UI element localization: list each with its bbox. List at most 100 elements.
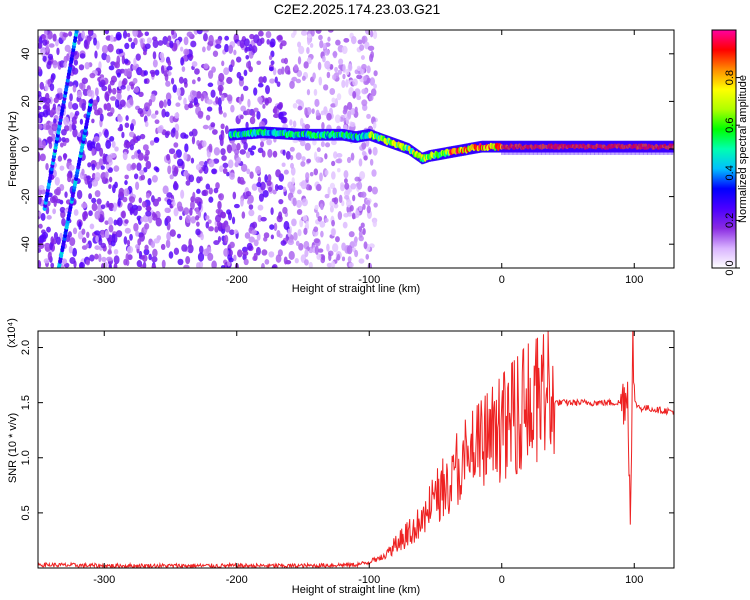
spectrogram-cell xyxy=(322,42,327,50)
snr-xtick-label: 0 xyxy=(499,574,505,586)
spectrogram-cell xyxy=(143,102,150,111)
spectrogram-cell xyxy=(245,121,249,130)
spectrogram-cell xyxy=(124,227,131,234)
spectrogram-cell xyxy=(130,83,135,90)
spectrogram-cell xyxy=(71,102,79,111)
spectrogram-cell xyxy=(183,264,190,268)
spectrogram-cell xyxy=(276,35,283,41)
spectrogram-cell xyxy=(56,236,61,245)
spectrogram-cell xyxy=(124,122,130,128)
spectrogram-cell xyxy=(74,110,80,116)
spectrogram-cell xyxy=(215,38,222,45)
spectrogram-cell xyxy=(292,103,298,109)
spectrogram-cell xyxy=(253,87,258,96)
spectrogram-cell xyxy=(106,200,110,208)
spectrogram-cell xyxy=(341,242,346,251)
spectrogram-cell xyxy=(202,124,209,130)
spectrogram-cell xyxy=(221,60,225,67)
spectrogram-cell xyxy=(137,152,144,161)
snr-frame xyxy=(37,330,675,569)
spectrogram-cell xyxy=(38,223,43,229)
spectrogram-cell xyxy=(359,171,366,180)
spectrogram-cell xyxy=(81,102,86,112)
spectrogram-cell xyxy=(94,245,101,250)
spectrogram-cell xyxy=(365,253,370,260)
spectrogram-cell xyxy=(160,243,166,250)
spectrogram-cell xyxy=(316,183,322,192)
spectrogram-cell xyxy=(292,120,297,128)
spectrogram-cell xyxy=(121,131,125,139)
spectrogram-cell xyxy=(302,215,308,222)
spectrogram-cell xyxy=(42,39,48,46)
spectrogram-cell xyxy=(245,190,252,197)
spectrogram-cell xyxy=(185,180,191,186)
spectrogram-cell xyxy=(38,248,42,254)
spectrogram-cell xyxy=(331,160,336,167)
spectrogram-cell xyxy=(301,156,306,162)
spectrogram-cell xyxy=(136,162,142,171)
spectrogram-streak-cell xyxy=(76,23,80,28)
spectrogram-cell xyxy=(208,226,214,232)
spectrogram-cell xyxy=(348,231,355,238)
spectrogram-cell xyxy=(251,221,258,229)
spectrogram-ylabel: Frequency (Hz) xyxy=(7,111,19,187)
spectrogram-cell xyxy=(167,165,172,175)
spectrogram-cell xyxy=(300,30,308,36)
spectrogram-cell xyxy=(352,194,356,202)
spectrogram-cell xyxy=(363,75,367,82)
spectrogram-cell xyxy=(215,182,220,190)
spectrogram-cell xyxy=(372,219,377,228)
spectrogram-cell xyxy=(113,255,120,265)
spectrogram-cell xyxy=(289,119,293,126)
spectrogram-cell xyxy=(89,254,95,262)
spectrogram-cell xyxy=(148,253,152,261)
spectrogram-cell xyxy=(122,30,128,39)
spectrogram-cell xyxy=(228,64,233,73)
spectrogram-cell xyxy=(145,149,150,156)
spectrogram-cell xyxy=(319,221,326,228)
spectrogram-cell xyxy=(86,175,91,185)
spectrogram-cell xyxy=(282,149,286,156)
spectrogram-cell xyxy=(319,203,324,209)
spectrogram-cell xyxy=(77,132,82,138)
spectrogram-cell xyxy=(49,109,54,117)
spectrogram-cell xyxy=(133,86,140,93)
spectrogram-cell xyxy=(336,153,343,158)
spectrogram-cell xyxy=(54,176,60,186)
spectrogram-cell xyxy=(342,109,348,115)
spectrogram-cell xyxy=(99,113,104,122)
spectrogram-cell xyxy=(88,210,93,217)
spectrogram-cell xyxy=(69,93,73,102)
spectrogram-cell xyxy=(196,30,203,35)
spectrogram-cell xyxy=(188,238,192,248)
spectrogram-cell xyxy=(283,256,288,265)
spectrogram-cell xyxy=(56,47,60,56)
colorbar-gradient xyxy=(712,30,736,268)
spectrogram-cell xyxy=(55,39,59,47)
spectrogram-cell xyxy=(114,61,121,69)
spectrogram-cell xyxy=(322,55,326,63)
spectrogram-cell xyxy=(226,171,230,177)
spectrogram-cell xyxy=(327,30,334,33)
spectrogram-cell xyxy=(169,203,173,209)
spectrogram-cell xyxy=(88,30,93,35)
spectrogram-cell xyxy=(173,166,179,175)
spectrogram-cell xyxy=(113,165,120,172)
spectrogram-cell xyxy=(151,256,158,263)
spectrogram-cell xyxy=(373,70,378,77)
spectrogram-cell xyxy=(38,259,42,268)
spectrogram-cell xyxy=(346,156,352,164)
spectrogram-cell xyxy=(251,229,257,236)
spectrogram-cell xyxy=(144,222,150,230)
spectrogram-cell xyxy=(125,253,130,262)
spectrogram-cell xyxy=(176,201,183,211)
colorbar-label: Normalized spectral amplitude xyxy=(737,75,749,223)
spectrogram-cell xyxy=(219,165,224,173)
spectrogram-cell xyxy=(46,226,51,233)
spectrogram-cell xyxy=(278,101,283,111)
spectrogram-cell xyxy=(371,169,377,177)
spectrogram-cell xyxy=(232,191,237,200)
spectrogram-cell xyxy=(295,152,302,160)
spectrogram-cell xyxy=(108,65,115,71)
spectrogram-cell xyxy=(275,169,281,178)
